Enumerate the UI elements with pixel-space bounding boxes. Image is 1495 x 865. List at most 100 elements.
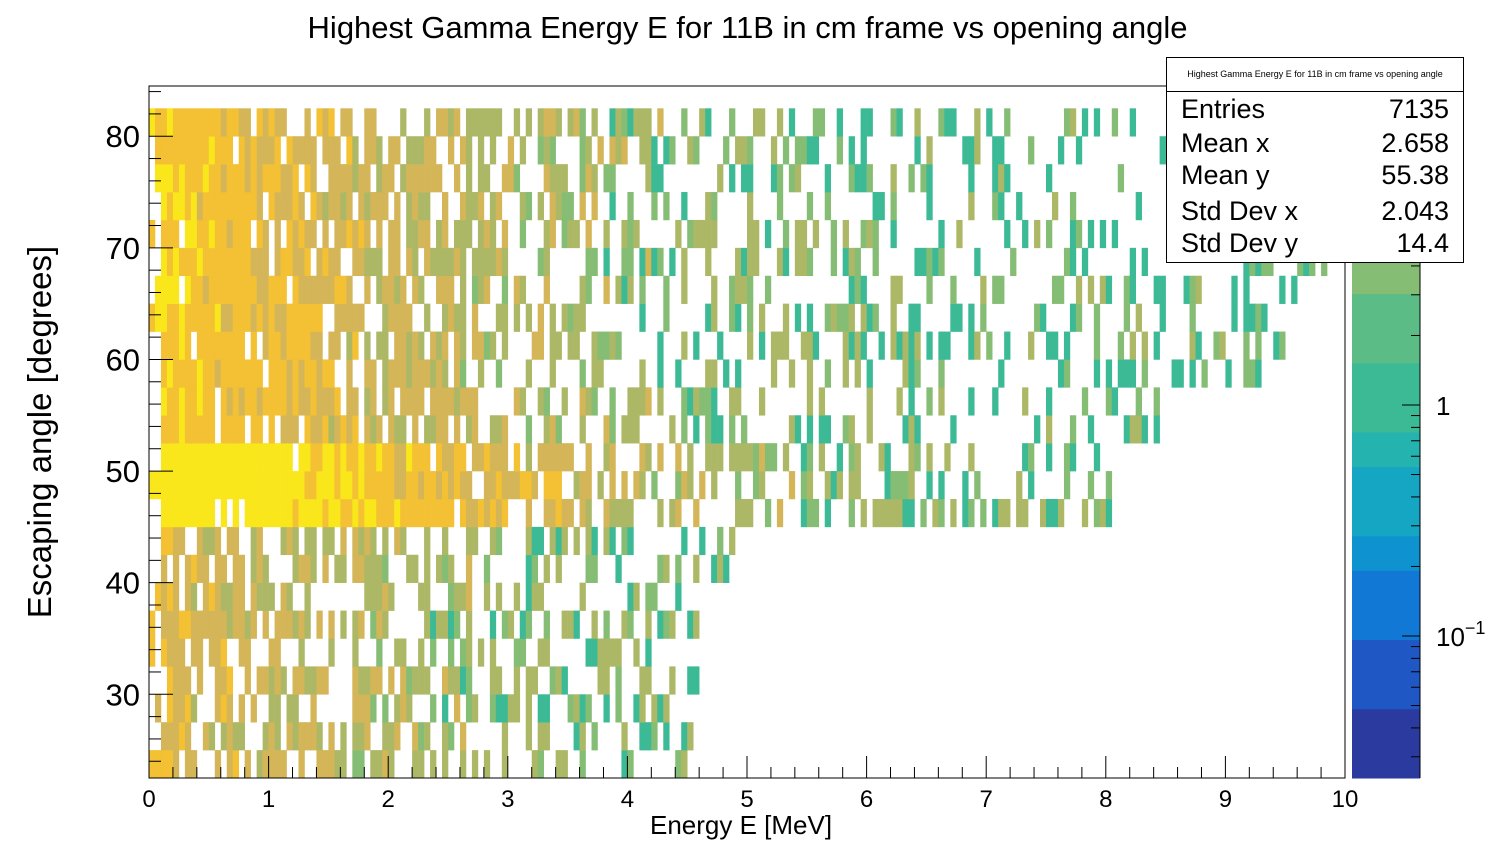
heatmap-cell — [160, 415, 168, 444]
heatmap-cell — [1123, 303, 1131, 332]
heatmap-cell — [854, 275, 861, 304]
heatmap-cell — [639, 275, 646, 304]
heatmap-cell — [172, 415, 180, 444]
heatmap-cell — [477, 108, 485, 137]
heatmap-cell — [232, 219, 239, 249]
heatmap-cell — [448, 666, 455, 695]
heatmap-cell — [160, 303, 168, 332]
heatmap-cell — [896, 498, 903, 528]
heatmap-cell — [274, 722, 281, 751]
heatmap-cell — [400, 331, 407, 360]
heatmap-cell — [196, 164, 204, 193]
heatmap-cell — [944, 108, 951, 137]
heatmap-cell — [322, 275, 329, 304]
heatmap-cell — [364, 359, 371, 388]
heatmap-cell — [495, 526, 503, 556]
heatmap-cell — [699, 471, 706, 500]
heatmap-cell — [430, 471, 437, 500]
heatmap-cell — [615, 108, 622, 137]
heatmap-cell — [376, 610, 383, 639]
heatmap-cell — [154, 694, 162, 723]
heatmap-cell — [352, 331, 359, 360]
heatmap-cell — [400, 498, 407, 528]
heatmap-cell — [711, 554, 718, 583]
heatmap-cell — [220, 108, 228, 137]
heatmap-cell — [370, 694, 377, 723]
heatmap-cell — [824, 471, 832, 500]
heatmap-cell — [298, 610, 305, 639]
heatmap-cell — [388, 415, 395, 444]
heatmap-cell — [788, 359, 796, 388]
heatmap-cell — [968, 387, 975, 416]
heatmap-cell — [1046, 219, 1053, 249]
heatmap-cell — [645, 108, 652, 137]
heatmap-cell — [651, 694, 658, 723]
heatmap-cell — [238, 136, 245, 165]
heatmap-cell — [184, 750, 192, 779]
heatmap-cell — [232, 722, 239, 751]
heatmap-cell — [914, 247, 921, 277]
heatmap-cell — [597, 359, 604, 388]
heatmap-cell — [382, 192, 389, 221]
heatmap-cell — [346, 303, 353, 332]
heatmap-cell — [442, 750, 449, 779]
heatmap-cell — [448, 722, 455, 751]
heatmap-cell — [418, 275, 425, 304]
heatmap-cell — [669, 666, 676, 695]
heatmap-cell — [328, 331, 335, 360]
heatmap-cell — [495, 247, 503, 277]
stat-std-x-value: 2.043 — [1381, 196, 1449, 226]
heatmap-cell — [268, 666, 275, 695]
heatmap-cell — [477, 136, 485, 165]
heatmap-cell — [926, 275, 933, 304]
heatmap-cell — [202, 387, 210, 416]
heatmap-cell — [184, 722, 192, 751]
heatmap-cell — [747, 303, 754, 332]
heatmap-cell — [394, 275, 401, 304]
heatmap-cell — [453, 610, 461, 639]
heatmap-cell — [316, 387, 323, 416]
heatmap-cell — [950, 498, 957, 528]
heatmap-cell — [543, 498, 550, 528]
heatmap-cell — [699, 108, 706, 137]
heatmap-cell — [436, 498, 443, 528]
heatmap-cell — [400, 526, 407, 556]
heatmap-cell — [591, 638, 598, 667]
heatmap-cell — [172, 722, 180, 751]
heatmap-cell — [1046, 331, 1053, 360]
colorbar-band — [1352, 535, 1420, 571]
heatmap-cell — [424, 136, 431, 165]
heatmap-cell — [489, 219, 497, 249]
heatmap-cell — [1022, 498, 1029, 528]
heatmap-cell — [615, 694, 622, 723]
heatmap-cell — [286, 582, 293, 611]
heatmap-cell — [788, 164, 796, 193]
heatmap-cell — [507, 471, 515, 500]
heatmap-cell — [346, 387, 353, 416]
heatmap-cell — [322, 443, 329, 472]
heatmap-cell — [202, 415, 210, 444]
heatmap-cell — [316, 443, 323, 472]
heatmap-cell — [1034, 219, 1041, 249]
heatmap-cell — [537, 638, 544, 667]
heatmap-cell — [262, 443, 269, 472]
heatmap-cell — [1046, 387, 1053, 416]
heatmap-cell — [406, 694, 413, 723]
heatmap-cell — [453, 219, 461, 249]
heatmap-cell — [627, 108, 634, 137]
heatmap-cell — [1159, 303, 1166, 332]
heatmap-cell — [172, 192, 180, 221]
heatmap-cell — [328, 610, 335, 639]
heatmap-cell — [585, 443, 592, 472]
heatmap-cell — [489, 694, 497, 723]
heatmap-cell — [621, 275, 628, 304]
heatmap-cell — [609, 638, 616, 667]
heatmap-cell — [747, 443, 754, 472]
heatmap-cell — [394, 471, 401, 500]
heatmap-cell — [818, 415, 826, 444]
heatmap-cell — [543, 219, 550, 249]
heatmap-cell — [459, 638, 467, 667]
heatmap-cell — [310, 387, 317, 416]
heatmap-cell — [884, 443, 891, 472]
heatmap-cell — [424, 359, 431, 388]
